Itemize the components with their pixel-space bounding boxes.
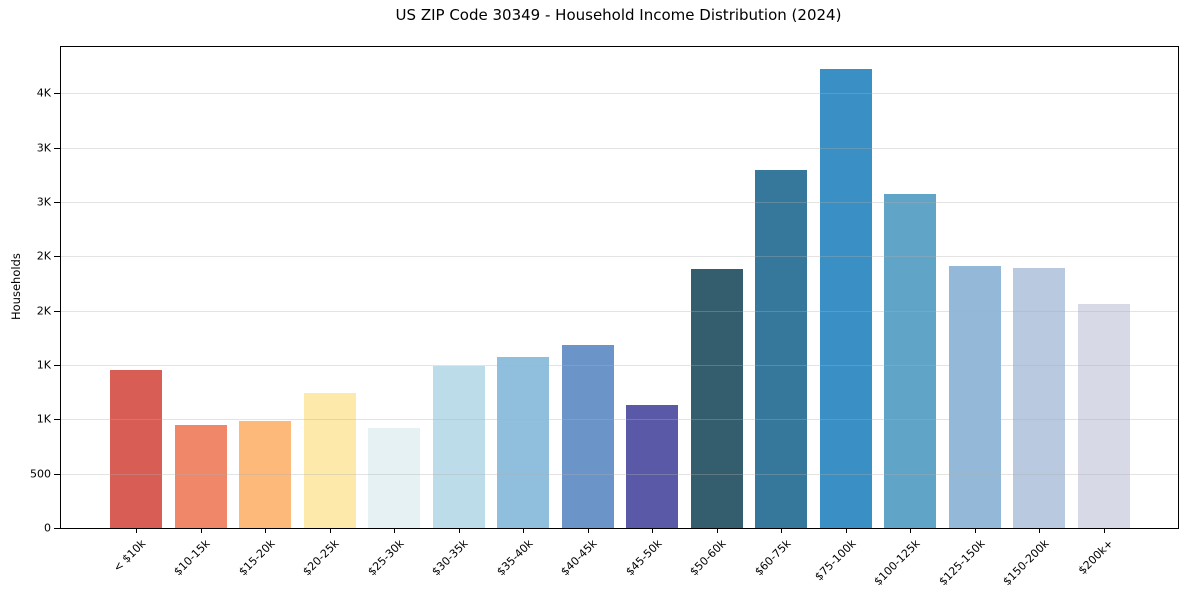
x-tick-mark (329, 528, 331, 533)
bar-25-30k (368, 428, 421, 528)
bar-45-50k (626, 405, 679, 528)
bar-75-100k (819, 69, 872, 528)
y-tick-mark (54, 528, 60, 529)
y-gridline (61, 364, 1178, 366)
y-tick-mark (54, 256, 60, 258)
y-tick-label: 500 (30, 467, 51, 481)
x-tick-mark (523, 528, 525, 533)
bar-200k (1077, 304, 1130, 528)
y-tick-label: 2K (36, 249, 51, 263)
x-tick-mark (652, 528, 654, 533)
y-tick-mark (54, 473, 60, 475)
bar-125-150k (948, 266, 1001, 528)
y-tick-mark (54, 419, 60, 421)
bar-100-125k (884, 194, 937, 528)
x-tick-mark (974, 528, 976, 533)
x-tick-label: $100-125k (871, 537, 923, 589)
x-tick-label: $15-20k (235, 537, 278, 579)
y-gridline (61, 201, 1178, 203)
bar-60-75k (755, 170, 808, 528)
x-tick-label: $35-40k (494, 537, 536, 579)
bar-30-35k (432, 366, 485, 528)
bar-20-25k (303, 393, 356, 528)
x-tick-label: $125-150k (935, 537, 988, 589)
bar-40-45k (561, 345, 614, 528)
x-tick-label: $40-45k (558, 537, 600, 579)
x-tick-label: $45-50k (623, 537, 665, 579)
y-tick-mark (54, 93, 60, 95)
plot-area: 0 500 1K 1K 2K 2K 3K 3K 4K < $10k $10-15k $15-20k $2… (30, 46, 1179, 588)
x-tick-mark (587, 528, 589, 533)
y-tick-label: 1K (36, 358, 51, 372)
x-tick-mark (1103, 528, 1105, 533)
x-tick-label: $75-100k (811, 537, 859, 584)
y-tick-label: 3K (36, 195, 51, 209)
y-axis-label: Households (9, 253, 23, 320)
bar-35-40k (497, 357, 550, 528)
y-tick-label: 0 (44, 521, 51, 535)
x-tick-mark (394, 528, 396, 533)
x-tick-mark (845, 528, 847, 533)
bar-10k (110, 370, 162, 528)
y-tick-mark (54, 310, 60, 312)
y-gridline (61, 93, 1178, 95)
y-tick-label: 3K (36, 141, 51, 155)
x-tick-mark (200, 528, 202, 533)
bar-15-20k (239, 421, 292, 528)
x-tick-label: $60-75k (752, 537, 794, 579)
y-tick-mark (54, 364, 60, 366)
chart-title: US ZIP Code 30349 - Household Income Dis… (395, 6, 842, 24)
x-tick-label: $10-15k (171, 537, 213, 579)
x-tick-mark (458, 528, 460, 533)
y-tick-label: 1K (36, 412, 51, 426)
x-tick-label: $20-25k (300, 537, 342, 579)
x-tick-mark (1039, 528, 1041, 533)
x-tick-mark (716, 528, 718, 533)
y-gridline (61, 147, 1178, 149)
x-tick-label: $30-35k (429, 537, 471, 579)
y-gridline (61, 256, 1178, 258)
bar-50-60k (690, 269, 743, 528)
x-tick-mark (265, 528, 267, 533)
y-tick-label: 4K (36, 86, 51, 100)
y-gridline (61, 419, 1178, 421)
y-tick-mark (54, 147, 60, 149)
bar-150-200k (1013, 268, 1066, 528)
y-tick-label: 2K (36, 304, 51, 318)
x-tick-label: $25-30k (365, 537, 407, 579)
bar-10-15k (174, 424, 227, 528)
x-tick-mark (910, 528, 912, 533)
x-tick-mark (136, 528, 137, 533)
x-tick-label: $150-200k (1000, 537, 1052, 589)
y-tick-mark (54, 201, 60, 203)
y-gridline (61, 473, 1178, 475)
x-tick-label: $50-60k (687, 537, 729, 579)
x-tick-label: < $10k (110, 537, 149, 575)
x-tick-mark (781, 528, 783, 533)
x-tick-label: $200k+ (1076, 537, 1117, 578)
y-gridline (61, 310, 1178, 312)
